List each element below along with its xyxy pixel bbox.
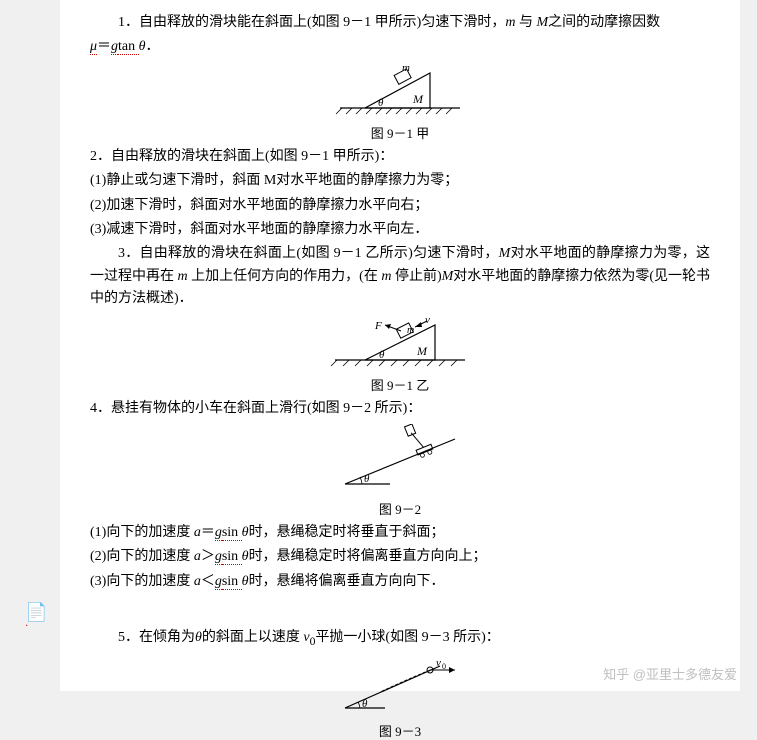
fig3-caption: 图 9－2	[90, 499, 710, 518]
fig3-theta: θ	[364, 473, 370, 485]
fig4-caption: 图 9－3	[90, 721, 710, 740]
p3-m2: m	[381, 269, 391, 284]
p1-eq: ＝	[97, 39, 111, 54]
page-content: 1．自由释放的滑块能在斜面上(如图 9－1 甲所示)匀速下滑时，m 与 M之间的…	[60, 0, 740, 691]
p4s3b: 时，悬绳将偏离垂直方向向下．	[249, 574, 445, 589]
figure-9-1-yi: F v m M θ 图 9－1 乙	[90, 315, 710, 394]
problem-4-s2: (2)向下的加速度 a＞gsin θ时，悬绳稳定时将偏离垂直方向向上；	[90, 546, 710, 568]
p4-sin2: sin	[222, 549, 242, 565]
p3-a: 3．自由释放的滑块在斜面上(如图 9－1 乙所示)匀速下滑时，	[118, 246, 499, 261]
p4-gt: ＞	[201, 549, 215, 564]
p1-period: ．	[146, 39, 160, 54]
fig1-theta: θ	[378, 97, 384, 109]
p4-sin1: sin	[222, 525, 242, 541]
p1-text2: 与	[515, 15, 536, 30]
p4s3a: (3)向下的加速度	[90, 574, 194, 589]
problem-3: 3．自由释放的滑块在斜面上(如图 9－1 乙所示)匀速下滑时，M对水平地面的静摩…	[90, 243, 710, 310]
fig1-m: m	[402, 63, 410, 74]
p1-tan: tan	[118, 39, 139, 55]
p5a: 5．在倾角为	[118, 630, 195, 645]
fig2-F: F	[374, 320, 382, 332]
p1-M: M	[536, 15, 548, 30]
p3-m1: m	[178, 269, 188, 284]
fig2-M: M	[416, 344, 428, 358]
figure-9-2: θ 图 9－2	[90, 424, 710, 518]
fig4-sub: 0	[442, 662, 446, 671]
p1-text3: 之间的动摩擦因数	[548, 15, 660, 30]
p3-M1: M	[499, 246, 511, 261]
p1-theta: θ	[139, 39, 146, 54]
p4s1a: (1)向下的加速度	[90, 525, 194, 540]
fig2-v: v	[425, 315, 430, 326]
fig2-theta: θ	[379, 349, 385, 361]
p4-eq: ＝	[201, 525, 215, 540]
problem-4-s3: (3)向下的加速度 a＜gsin θ时，悬绳将偏离垂直方向向下．	[90, 571, 710, 593]
watermark: 知乎 @亚里士多德友爱	[603, 664, 737, 683]
problem-1: 1．自由释放的滑块能在斜面上(如图 9－1 甲所示)匀速下滑时，m 与 M之间的…	[90, 12, 710, 34]
p4s1b: 时，悬绳稳定时将垂直于斜面；	[249, 525, 445, 540]
p4-a2: a	[194, 549, 201, 564]
problem-2-head: 2．自由释放的滑块在斜面上(如图 9－1 甲所示)：	[90, 146, 710, 168]
document-icon: 📄·	[25, 602, 45, 626]
p5-theta: θ	[195, 630, 202, 645]
problem-1-eq: μ＝gtan θ．	[90, 36, 710, 58]
fig2-m: m	[407, 325, 414, 336]
p1-g: g	[111, 39, 118, 55]
p4s2b: 时，悬绳稳定时将偏离垂直方向向上；	[249, 549, 487, 564]
problem-2-s1: (1)静止或匀速下滑时，斜面 M对水平地面的静摩擦力为零；	[90, 170, 710, 192]
p3-d: 停止前)	[391, 269, 441, 284]
fig1-M: M	[412, 92, 424, 106]
problem-4-head: 4．悬挂有物体的小车在斜面上滑行(如图 9－2 所示)：	[90, 398, 710, 420]
p5c: 平抛一小球(如图 9－3 所示)：	[315, 630, 499, 645]
fig2-caption: 图 9－1 乙	[90, 375, 710, 394]
p4-th3: θ	[242, 574, 249, 589]
p4-sin3: sin	[222, 574, 242, 590]
p4-th1: θ	[242, 525, 249, 540]
p4-th2: θ	[242, 549, 249, 564]
p1-mu: μ	[90, 39, 97, 55]
p4-lt: ＜	[201, 574, 215, 589]
p4-g2: g	[215, 549, 222, 565]
p3-c: 上加上任何方向的作用力，(在	[188, 269, 382, 284]
p4-g1: g	[215, 525, 222, 541]
p4-g3: g	[215, 574, 222, 590]
p1-text: 1．自由释放的滑块能在斜面上(如图 9－1 甲所示)匀速下滑时，	[118, 15, 505, 30]
p3-M2: M	[442, 269, 454, 284]
figure-9-1-jia: m M θ 图 9－1 甲	[90, 63, 710, 142]
p4-a3: a	[194, 574, 201, 589]
fig4-v: v	[436, 657, 441, 669]
p5b: 的斜面上以速度	[202, 630, 304, 645]
p4-a1: a	[194, 525, 201, 540]
problem-4-s1: (1)向下的加速度 a＝gsin θ时，悬绳稳定时将垂直于斜面；	[90, 522, 710, 544]
p1-m: m	[505, 15, 515, 30]
fig4-theta: θ	[362, 698, 368, 710]
problem-2-s2: (2)加速下滑时，斜面对水平地面的静摩擦力水平向右；	[90, 195, 710, 217]
problem-2-s3: (3)减速下滑时，斜面对水平地面的静摩擦力水平向左．	[90, 219, 710, 241]
problem-5: 5．在倾角为θ的斜面上以速度 v0平抛一小球(如图 9－3 所示)：	[90, 627, 710, 651]
p4s2a: (2)向下的加速度	[90, 549, 194, 564]
fig1-caption: 图 9－1 甲	[90, 123, 710, 142]
